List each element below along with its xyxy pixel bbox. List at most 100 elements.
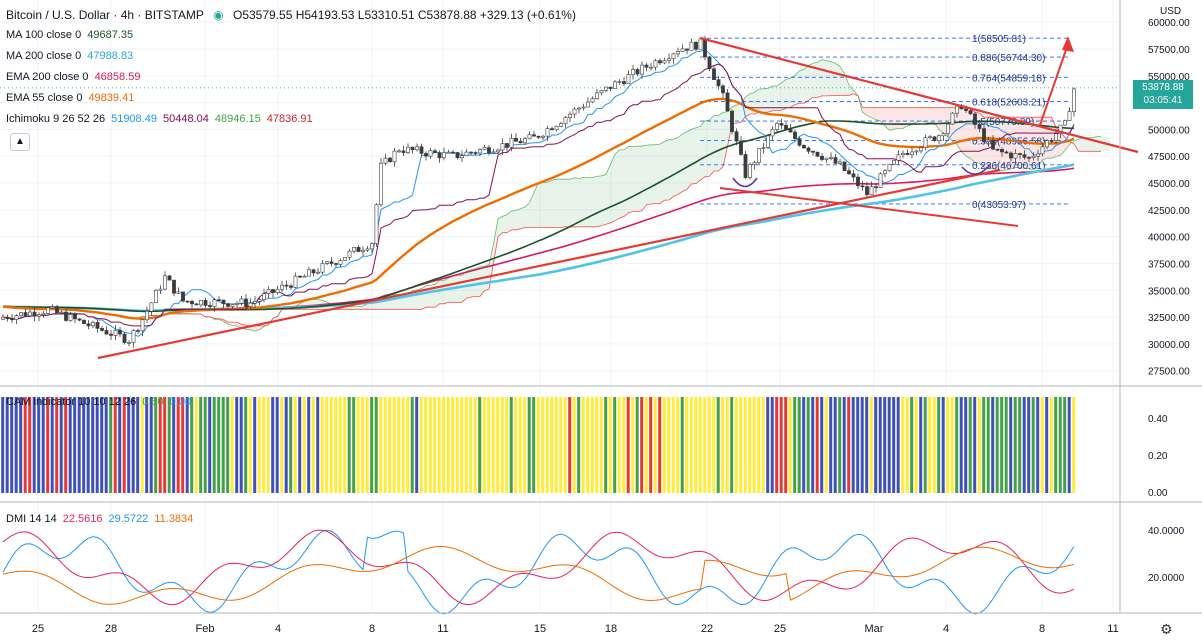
cloud-segment: [349, 306, 354, 310]
cam-bar: [203, 397, 207, 493]
cam-bar: [86, 397, 90, 493]
cam-bar: [307, 397, 311, 493]
candle-body: [1054, 133, 1058, 142]
candle-body: [1009, 152, 1013, 159]
legend-ema55[interactable]: EMA 55 close 0 49839.41: [6, 91, 140, 105]
candle-body: [442, 152, 446, 159]
candle-body: [685, 48, 689, 51]
legend-ichimoku[interactable]: Ichimoku 9 26 52 26 51908.49 50448.04 48946…: [6, 112, 319, 126]
candle-body: [1, 316, 5, 320]
cam-bar: [320, 397, 324, 493]
candle-body: [163, 275, 167, 290]
candle-body: [446, 151, 451, 154]
cloud-segment: [552, 179, 557, 228]
cam-bar: [428, 397, 432, 493]
candle-body: [460, 155, 464, 158]
cloud-segment: [736, 103, 741, 124]
candle-body: [1072, 88, 1076, 112]
cloud-segment: [615, 149, 620, 221]
cam-bar: [1049, 397, 1053, 493]
candles: [1, 35, 1076, 348]
candle-body: [1040, 146, 1045, 155]
cam-bar: [640, 397, 644, 493]
cam-bar: [442, 397, 446, 493]
cloud-segment: [228, 322, 233, 326]
cam-bar: [239, 397, 243, 493]
candle-body: [55, 306, 59, 313]
candle-body: [190, 300, 194, 305]
candle-body: [262, 293, 266, 300]
candle-body: [415, 146, 419, 151]
cam-bar: [329, 397, 333, 493]
candle-body: [451, 151, 455, 154]
cloud-segment: [570, 177, 575, 227]
rising-trendline: [97, 168, 1001, 360]
candle-body: [613, 81, 617, 89]
currency-label[interactable]: USD: [1160, 6, 1182, 17]
cam-bar: [833, 397, 837, 493]
price-tick-label: 32500.00: [1148, 313, 1190, 324]
candle-body: [653, 60, 658, 68]
cloud-segment: [916, 107, 921, 123]
cam-bar: [581, 397, 585, 493]
candle-body: [581, 106, 586, 109]
cam-bar: [1009, 397, 1013, 493]
cloud-segment: [903, 107, 908, 129]
cam-bar: [1031, 397, 1035, 493]
candle-body: [307, 269, 311, 277]
cam-bar: [901, 397, 905, 493]
cam-bar: [869, 397, 873, 493]
cloud-segment: [759, 88, 764, 113]
cam-bar: [500, 397, 504, 493]
cloud-segment: [790, 75, 795, 108]
candle-body: [95, 322, 100, 329]
cam-bar: [316, 397, 320, 493]
cam-bar: [415, 397, 419, 493]
candle-body: [793, 131, 797, 139]
gear-icon[interactable]: ⚙: [1160, 621, 1173, 637]
cam-bar: [338, 397, 342, 493]
legend-cam[interactable]: CAM indicator 10 10 12 26 0.50 0.00: [6, 395, 197, 409]
candle-body: [577, 107, 581, 110]
candle-body: [1058, 124, 1063, 135]
candle-body: [68, 314, 73, 321]
candle-body: [41, 313, 46, 316]
cam-bar: [460, 397, 464, 493]
cloud-segment: [489, 244, 494, 290]
cloud-segment: [840, 66, 845, 96]
candle-body: [244, 298, 248, 307]
candle-body: [212, 299, 217, 307]
collapse-legend-button[interactable]: ▲: [10, 133, 30, 151]
cam-bar: [352, 397, 356, 493]
cam-bar: [527, 397, 531, 493]
candle-body: [802, 145, 806, 149]
symbol-title[interactable]: Bitcoin / U.S. Dollar · 4h · BITSTAMP: [6, 8, 204, 22]
cloud-segment: [565, 179, 570, 227]
cam-bar: [964, 397, 968, 493]
legend-ema200[interactable]: EMA 200 close 0 46858.59: [6, 70, 146, 84]
dmi-plus-line: [2, 529, 1075, 615]
legend-ma100[interactable]: MA 100 close 0 49687.35: [6, 28, 139, 42]
cam-bar: [811, 397, 815, 493]
cam-tick-label: 0.00: [1148, 488, 1168, 499]
cam-bar: [172, 397, 176, 493]
cloud-segment: [795, 70, 800, 105]
legend-dmi[interactable]: DMI 14 14 22.5616 29.5722 11.3834: [6, 512, 199, 526]
cam-bar: [1004, 397, 1008, 493]
candle-body: [806, 147, 811, 152]
cam-bar: [73, 397, 77, 493]
cam-bar: [397, 397, 401, 493]
legend-ma200[interactable]: MA 200 close 0 47988.83: [6, 49, 139, 63]
cam-bar: [262, 397, 266, 493]
time-tick-label: 4: [275, 623, 281, 635]
cloud-segment: [763, 88, 768, 113]
candle-body: [694, 41, 698, 50]
dmi-tick-label: 40.0000: [1148, 526, 1185, 537]
candle-body: [955, 105, 959, 114]
candle-body: [473, 152, 478, 154]
cam-bar: [208, 397, 212, 493]
candle-body: [856, 176, 860, 187]
time-tick-label: 11: [1107, 623, 1118, 635]
cam-bar: [568, 397, 572, 493]
